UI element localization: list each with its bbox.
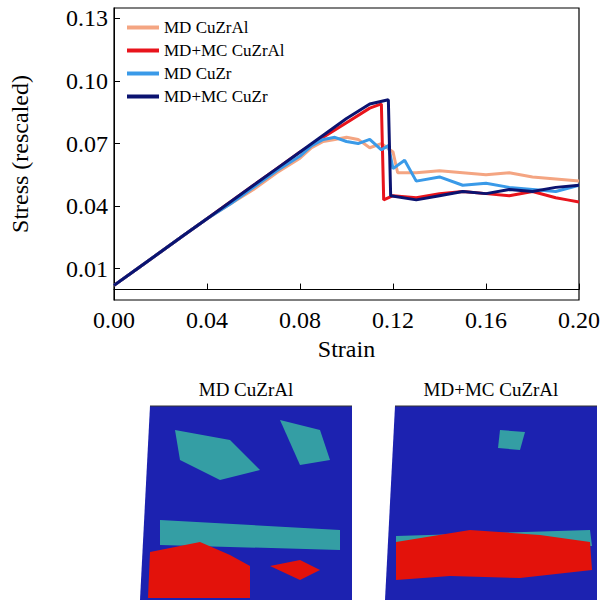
svg-text:MD+MC CuZrAl: MD+MC CuZrAl [424,379,559,400]
svg-text:MD CuZrAl: MD CuZrAl [164,18,249,37]
svg-text:MD+MC CuZrAl: MD+MC CuZrAl [164,41,285,60]
svg-text:0.12: 0.12 [372,307,414,333]
svg-text:0.01: 0.01 [66,256,108,282]
svg-text:Stress (rescaled): Stress (rescaled) [7,75,33,233]
svg-text:0.13: 0.13 [66,5,108,31]
svg-text:MD+MC CuZr: MD+MC CuZr [164,87,268,106]
svg-text:0.04: 0.04 [186,307,228,333]
svg-text:0.04: 0.04 [66,193,108,219]
svg-text:0.16: 0.16 [465,307,507,333]
svg-text:MD CuZrAl: MD CuZrAl [199,379,293,400]
svg-text:MD CuZr: MD CuZr [164,64,232,83]
svg-text:Strain: Strain [318,336,375,362]
svg-text:0.00: 0.00 [93,307,135,333]
svg-text:0.07: 0.07 [66,131,108,157]
svg-text:0.08: 0.08 [279,307,321,333]
svg-text:0.20: 0.20 [558,307,600,333]
svg-text:0.10: 0.10 [66,68,108,94]
